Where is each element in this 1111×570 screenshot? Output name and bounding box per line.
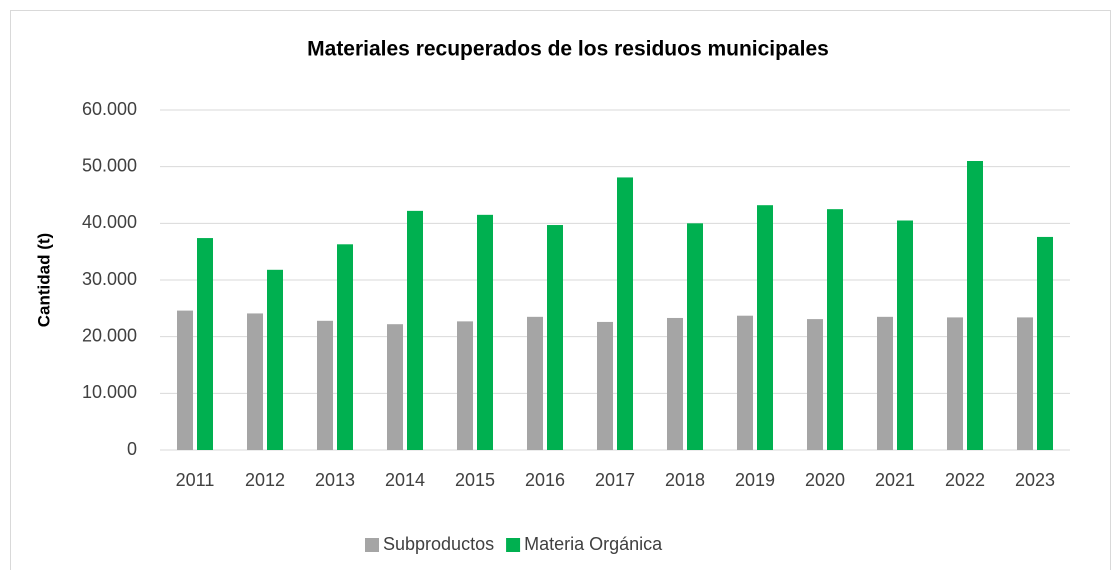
x-tick-label: 2023 <box>1015 470 1055 490</box>
bar <box>947 317 963 450</box>
chart-title: Materiales recuperados de los residuos m… <box>307 38 829 61</box>
y-tick-label: 20.000 <box>82 325 137 345</box>
x-tick-label: 2019 <box>735 470 775 490</box>
x-tick-label: 2013 <box>315 470 355 490</box>
x-tick-label: 2021 <box>875 470 915 490</box>
bar <box>387 324 403 450</box>
bar <box>267 269 283 450</box>
x-tick-label: 2018 <box>665 470 705 490</box>
bar <box>337 244 353 450</box>
bar <box>687 223 703 450</box>
bar <box>597 321 613 450</box>
y-axis-label: Cantidad (t) <box>34 233 53 327</box>
bar <box>667 317 683 450</box>
bar <box>1017 317 1033 450</box>
y-tick-label: 60.000 <box>82 99 137 119</box>
bar <box>1037 236 1053 450</box>
x-tick-label: 2015 <box>455 470 495 490</box>
bar <box>807 319 823 450</box>
bar <box>247 313 263 450</box>
legend-label: Materia Orgánica <box>524 534 663 554</box>
bar <box>197 238 213 450</box>
bar <box>177 310 193 450</box>
bar <box>757 205 773 450</box>
x-tick-label: 2016 <box>525 470 565 490</box>
bar <box>967 161 983 450</box>
y-tick-label: 40.000 <box>82 212 137 232</box>
bar <box>547 225 563 450</box>
x-tick-label: 2020 <box>805 470 845 490</box>
bar <box>527 316 543 450</box>
bar <box>477 214 493 450</box>
x-tick-label: 2017 <box>595 470 635 490</box>
bar <box>457 321 473 450</box>
legend-swatch <box>365 538 379 552</box>
bar <box>317 320 333 450</box>
bar <box>407 210 423 450</box>
y-tick-label: 0 <box>127 439 137 459</box>
x-tick-label: 2011 <box>176 470 215 490</box>
legend-swatch <box>506 538 521 552</box>
bar <box>877 316 893 450</box>
x-tick-label: 2012 <box>245 470 285 490</box>
bar <box>617 177 633 450</box>
bar <box>827 209 843 450</box>
y-tick-label: 30.000 <box>82 269 137 289</box>
y-tick-label: 10.000 <box>82 382 137 402</box>
y-tick-label: 50.000 <box>82 155 137 175</box>
bar <box>737 315 753 450</box>
legend-label: Subproductos <box>383 534 494 554</box>
x-tick-label: 2014 <box>385 470 425 490</box>
x-tick-label: 2022 <box>945 470 985 490</box>
bar <box>897 220 913 450</box>
